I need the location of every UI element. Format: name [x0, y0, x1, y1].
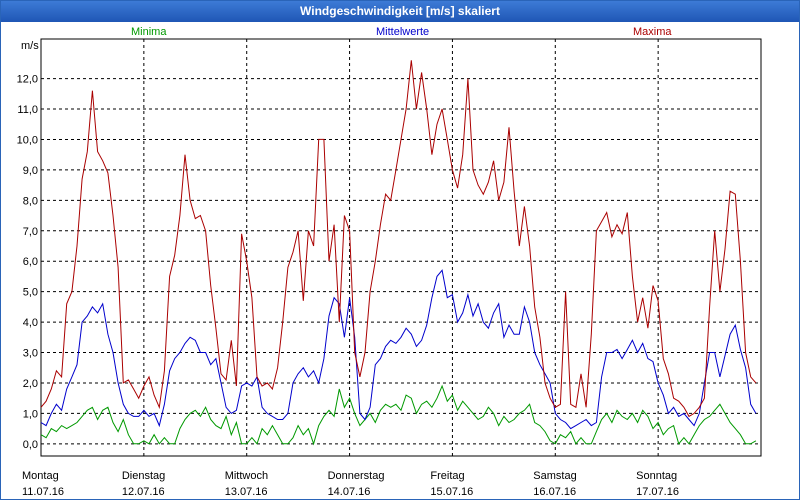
x-tick-labels: Montag 11.07.16 Dienstag 12.07.16 Mittwoch 13… [22, 470, 679, 498]
y-tick-label: 5,0 [23, 287, 38, 299]
x-tick-date: 11.07.16 [22, 486, 64, 498]
y-tick-label: 10,0 [17, 134, 38, 146]
legend-maxima: Maxima [633, 26, 672, 38]
series-lines [40, 60, 757, 446]
x-tick-weekday: Samstag [533, 470, 576, 482]
y-tick-label: 4,0 [23, 317, 38, 329]
y-tick-label: 0,0 [23, 439, 38, 451]
x-tick-date: 16.07.16 [533, 486, 576, 498]
x-tick-weekday: Dienstag [122, 470, 165, 482]
series-line-minima [40, 384, 757, 446]
y-tick-label: 7,0 [23, 226, 38, 238]
series-line-mittelwerte [40, 269, 757, 430]
y-tick-label: 12,0 [17, 74, 38, 86]
y-tick-label: 1,0 [23, 408, 38, 420]
y-axis-unit: m/s [21, 40, 39, 52]
y-tick-label: 6,0 [23, 256, 38, 268]
grid-lines [41, 39, 761, 456]
x-tick-weekday: Montag [22, 470, 59, 482]
plot-area [40, 38, 762, 457]
y-tick-label: 11,0 [17, 104, 38, 116]
x-tick-date: 17.07.16 [636, 486, 679, 498]
y-tick-label: 8,0 [23, 195, 38, 207]
x-tick-date: 14.07.16 [328, 486, 371, 498]
y-tick-label: 9,0 [23, 165, 38, 177]
x-tick-weekday: Donnerstag [328, 470, 385, 482]
x-tick-weekday: Sonntag [636, 470, 677, 482]
legend-mittelwerte: Mittelwerte [376, 26, 430, 38]
y-tick-labels: 0,0 1,0 2,0 3,0 4,0 5,0 6,0 7,0 8,0 9,0 10,0 11,0 12… [17, 74, 38, 451]
legend-minima: Minima [131, 26, 167, 38]
y-tick-label: 2,0 [23, 378, 38, 390]
x-tick-weekday: Mittwoch [225, 470, 268, 482]
y-tick-label: 3,0 [23, 348, 38, 360]
x-tick-date: 12.07.16 [122, 486, 165, 498]
x-tick-date: 13.07.16 [225, 486, 268, 498]
window-title: Windgeschwindigkeit [m/s] skaliert [1, 1, 799, 22]
x-tick-weekday: Freitag [430, 470, 464, 482]
series-line-maxima [40, 60, 757, 418]
x-tick-date: 15.07.16 [430, 486, 473, 498]
